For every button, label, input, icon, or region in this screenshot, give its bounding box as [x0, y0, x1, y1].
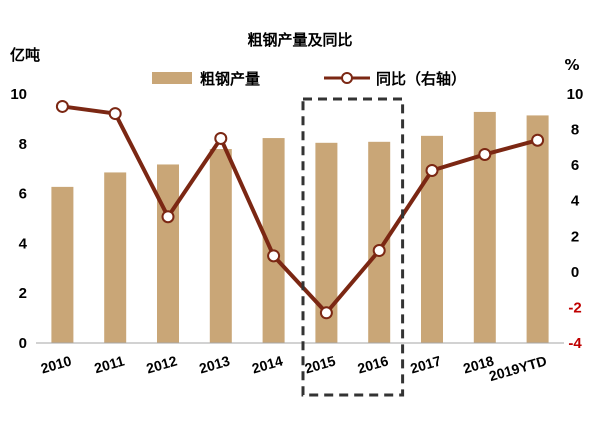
x-tick-2017: 2017 — [408, 352, 443, 376]
left-axis-unit: 亿吨 — [10, 46, 40, 64]
yoy-point-2014 — [267, 249, 281, 263]
bar-2019YTD — [526, 115, 549, 343]
bar-2014 — [262, 138, 285, 343]
right-axis-ticks: -4 -2 0 2 4 6 8 10 — [567, 86, 584, 352]
right-tick-4: 4 — [571, 193, 580, 210]
right-tick-10: 10 — [567, 86, 584, 103]
bar-2015 — [315, 142, 338, 343]
yoy-point-2011 — [108, 107, 122, 121]
yoy-point-2010 — [55, 99, 69, 113]
legend-label-yoy: 同比（右轴） — [376, 70, 466, 88]
right-tick-2: 2 — [571, 228, 579, 245]
left-tick-2: 2 — [19, 285, 27, 302]
left-tick-8: 8 — [19, 136, 27, 153]
x-tick-2011: 2011 — [92, 352, 126, 376]
legend-marker-yoy — [341, 72, 353, 84]
yoy-point-2012 — [161, 210, 175, 224]
yoy-point-2018 — [478, 147, 492, 161]
x-tick-2014: 2014 — [250, 352, 285, 376]
legend-swatch-production — [152, 72, 192, 84]
x-tick-2012: 2012 — [144, 352, 179, 376]
left-tick-4: 4 — [19, 235, 28, 252]
bar-series — [51, 111, 549, 343]
x-axis-ticks: 2010 2011 2012 2013 2014 2015 2016 2017 20182019… — [39, 352, 549, 384]
right-tick--2: -2 — [568, 299, 581, 316]
left-tick-6: 6 — [19, 186, 27, 203]
left-axis-ticks: 0 2 4 6 8 10 — [10, 86, 27, 352]
bar-2017 — [421, 135, 443, 343]
bar-2016 — [368, 141, 391, 343]
yoy-point-2017 — [425, 163, 439, 177]
right-axis-unit: % — [564, 56, 579, 74]
chart-title: 粗钢产量及同比 — [247, 31, 352, 49]
bar-2018 — [473, 111, 496, 343]
right-tick-6: 6 — [571, 157, 579, 174]
right-tick--4: -4 — [568, 335, 582, 352]
legend-label-production: 粗钢产量 — [200, 70, 260, 88]
yoy-line — [62, 104, 539, 315]
right-tick-8: 8 — [571, 122, 579, 139]
left-tick-10: 10 — [10, 86, 27, 103]
yoy-point-2015 — [319, 306, 333, 320]
right-tick-0: 0 — [571, 264, 579, 281]
x-tick-2015: 2015 — [303, 352, 338, 376]
bar-2013 — [209, 149, 232, 343]
yoy-point-2013 — [214, 131, 228, 145]
highlight-box — [301, 97, 405, 397]
x-tick-2010: 2010 — [39, 352, 74, 376]
left-tick-0: 0 — [19, 335, 27, 352]
bar-2010 — [51, 186, 74, 343]
x-tick-2013: 2013 — [197, 352, 232, 376]
legend: 粗钢产量 同比（右轴） — [152, 70, 466, 88]
yoy-point-2019YTD — [531, 133, 545, 147]
x-tick-2016: 2016 — [356, 352, 391, 376]
bar-2012 — [157, 164, 179, 343]
bar-2011 — [104, 172, 127, 343]
x-tick-2019YTD: 2019YTD — [487, 353, 548, 385]
line-series — [55, 99, 545, 320]
yoy-point-2016 — [372, 244, 386, 258]
